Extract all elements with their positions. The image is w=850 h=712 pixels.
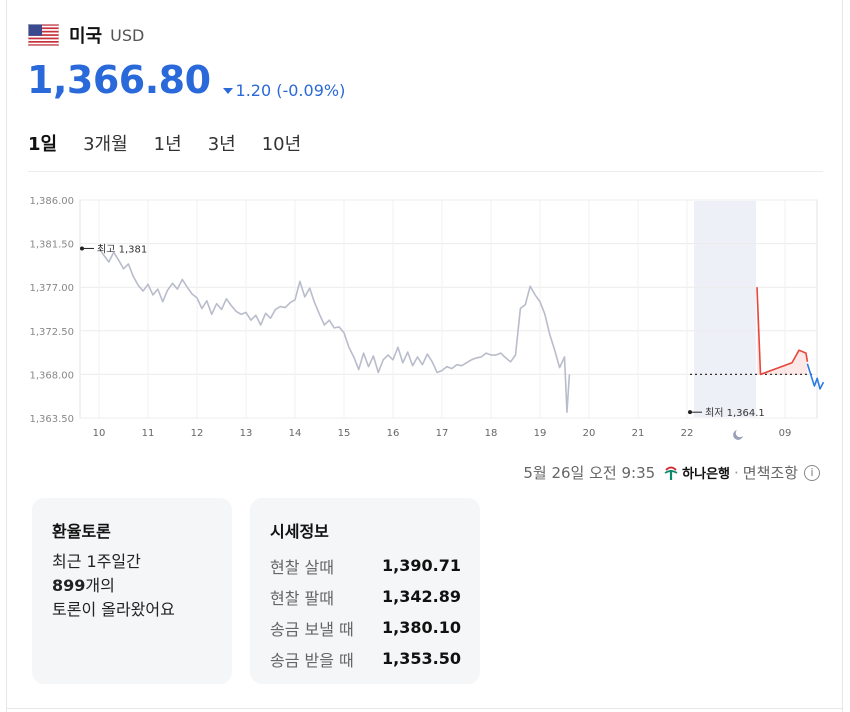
x-tick-label: 19 <box>534 428 547 439</box>
forum-line-1: 최근 1주일간 <box>52 552 141 571</box>
price-row-remit-send: 송금 보낼 때 1,380.10 <box>270 612 461 643</box>
forum-title: 환율토론 <box>52 522 111 541</box>
series-area <box>757 287 808 375</box>
x-tick-label: 13 <box>240 428 253 439</box>
x-tick-label: 22 <box>681 428 694 439</box>
bank-source[interactable]: 하나은행 <box>663 463 730 482</box>
series-line <box>98 247 571 413</box>
currency-header: 미국 USD <box>28 20 144 50</box>
price-label: 송금 받을 때 <box>270 650 354 670</box>
x-tick-label: 17 <box>436 428 449 439</box>
tab-1-year[interactable]: 1년 <box>153 134 182 155</box>
forum-card[interactable]: 환율토론 최근 1주일간 899개의 토론이 올라왔어요 <box>32 498 232 684</box>
y-tick-label: 1,363.50 <box>29 414 74 425</box>
period-tabs: 1일 3개월 1년 3년 10년 <box>28 130 327 162</box>
price-label: 현찰 팔때 <box>270 588 334 608</box>
us-flag-icon <box>28 24 59 46</box>
high-label: 최고 1,381 <box>97 243 147 255</box>
rate-row: 1,366.80 1.20 (-0.09%) <box>27 58 345 108</box>
update-timestamp: 5월 26일 오전 9:35 <box>523 464 656 482</box>
forum-summary: 최근 1주일간 899개의 토론이 올라왔어요 <box>52 550 175 622</box>
x-tick-label: 16 <box>387 428 400 439</box>
tab-3-months[interactable]: 3개월 <box>83 134 128 155</box>
x-tick-label: 14 <box>289 428 302 439</box>
x-tick-label: 15 <box>338 428 351 439</box>
bank-name: 하나은행 <box>682 467 731 482</box>
x-tick-label: 09 <box>779 428 792 439</box>
price-label: 송금 보낼 때 <box>270 619 354 639</box>
source-row: 5월 26일 오전 9:35 하나은행 · 면책조항 i <box>523 462 820 483</box>
forum-line-2: 899개의 <box>52 574 175 598</box>
market-info-title: 시세정보 <box>270 522 329 541</box>
moon-icon <box>733 430 743 440</box>
country-name: 미국 <box>69 26 103 47</box>
tab-1-day[interactable]: 1일 <box>28 134 58 155</box>
disclaimer-link[interactable]: 면책조항 <box>742 464 798 482</box>
exchange-rate-value: 1,366.80 <box>27 58 211 102</box>
frame-border-bottom <box>6 708 843 709</box>
series-line <box>806 363 825 390</box>
hana-bank-logo-icon <box>664 466 678 480</box>
price-value: 1,390.71 <box>382 556 461 575</box>
price-row-cash-sell: 현찰 팔때 1,342.89 <box>270 581 461 612</box>
separator-dot: · <box>734 463 739 482</box>
exchange-rate-chart[interactable]: 1,386.00 1,381.50 1,377.00 1,372.50 1,368.00… <box>0 180 850 450</box>
chart-svg[interactable]: 1,386.00 1,381.50 1,377.00 1,372.50 1,368.00… <box>0 180 850 450</box>
down-arrow-icon <box>222 88 233 94</box>
forum-count: 899 <box>52 576 86 595</box>
tab-3-years[interactable]: 3년 <box>207 134 236 155</box>
tab-10-years[interactable]: 10년 <box>261 134 302 155</box>
frame-border-right <box>842 0 843 712</box>
frame-border-left <box>6 0 7 712</box>
rate-change: 1.20 (-0.09%) <box>222 80 346 100</box>
currency-code: USD <box>110 25 145 45</box>
y-tick-label: 1,377.00 <box>29 283 74 294</box>
y-tick-label: 1,386.00 <box>29 196 74 207</box>
low-label: 최저 1,364.1 <box>705 407 765 419</box>
price-value: 1,353.50 <box>382 649 461 668</box>
x-tick-label: 20 <box>583 428 596 439</box>
price-label: 현찰 살때 <box>270 557 334 577</box>
market-info-card: 시세정보 현찰 살때 1,390.71 현찰 팔때 1,342.89 송금 보낼… <box>250 498 480 684</box>
x-tick-label: 18 <box>485 428 498 439</box>
after-hours-band <box>694 201 756 417</box>
forum-line-3: 토론이 올라왔어요 <box>52 600 175 619</box>
price-value: 1,342.89 <box>382 587 461 606</box>
price-list: 현찰 살때 1,390.71 현찰 팔때 1,342.89 송금 보낼 때 1,… <box>270 550 461 674</box>
y-tick-label: 1,368.00 <box>29 370 74 381</box>
y-tick-label: 1,372.50 <box>29 327 74 338</box>
x-tick-label: 11 <box>142 428 155 439</box>
x-tick-label: 21 <box>632 428 645 439</box>
rate-change-value: 1.20 (-0.09%) <box>235 80 346 100</box>
x-tick-label: 10 <box>93 428 106 439</box>
tab-divider <box>28 171 823 172</box>
price-value: 1,380.10 <box>382 618 461 637</box>
y-tick-label: 1,381.50 <box>29 240 74 251</box>
info-icon[interactable]: i <box>804 464 820 481</box>
price-row-cash-buy: 현찰 살때 1,390.71 <box>270 550 461 581</box>
series-line <box>756 287 809 376</box>
x-tick-label: 12 <box>191 428 204 439</box>
price-row-remit-receive: 송금 받을 때 1,353.50 <box>270 643 461 674</box>
forum-count-suffix: 개의 <box>85 576 115 595</box>
